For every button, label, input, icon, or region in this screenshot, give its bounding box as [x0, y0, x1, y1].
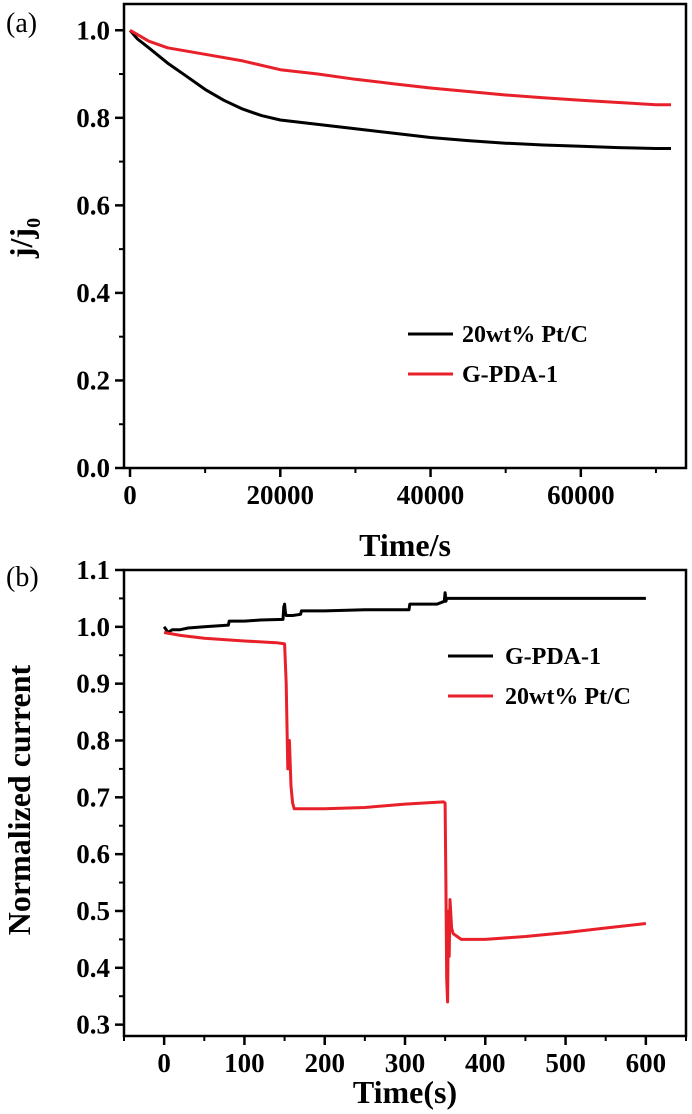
y-tick-label: 0.4 [76, 278, 110, 308]
y-axis-title: j/j0 [3, 218, 45, 259]
y-tick-label: 0.4 [76, 953, 110, 983]
x-tick-label: 300 [385, 1048, 426, 1078]
y-tick-label: 0.3 [76, 1010, 110, 1040]
legend: 20wt% Pt/C G-PDA-1 [408, 322, 588, 388]
x-tick-label: 0 [123, 480, 137, 510]
panel-a-chart: 0 20000 40000 60000 0.0 0.2 0.4 0.6 0.8 1.0 (a) Tim… [3, 2, 688, 563]
y-axis-title-subscript: 0 [23, 218, 45, 228]
series-line-g-pda-1 [162, 591, 646, 634]
x-tick-label: 20000 [247, 480, 315, 510]
x-tick-label: 200 [304, 1048, 345, 1078]
y-tick-label: 0.5 [76, 896, 110, 926]
series-group [128, 28, 671, 150]
x-tick-label: 60000 [547, 480, 615, 510]
y-tick-label: 0.2 [76, 365, 110, 395]
series-line-20wt-pt-c [163, 631, 647, 1004]
x-axis-title: Time/s [359, 527, 451, 563]
panel-label: (b) [6, 562, 39, 593]
series-line-g-pda-1 [129, 28, 671, 107]
y-tick-label: 0.9 [76, 669, 110, 699]
panel-b-chart: 0 100 200 300 400 500 600 0.3 0.4 0.5 0.6 0.7 0.8 0.9… [1, 555, 688, 1110]
x-tick-label: 100 [224, 1048, 265, 1078]
legend-label: 20wt% Pt/C [505, 684, 631, 710]
plot-frame [122, 2, 688, 470]
y-tick-label: 0.6 [76, 839, 110, 869]
x-tick-label: 400 [465, 1048, 506, 1078]
x-tick-label: 500 [545, 1048, 586, 1078]
y-tick-label: 1.0 [76, 612, 110, 642]
x-tick-label: 40000 [397, 480, 465, 510]
legend-label: G-PDA-1 [505, 644, 601, 670]
x-tick-label: 600 [626, 1048, 667, 1078]
y-axis-title: Normalized current [1, 664, 37, 935]
legend-label: 20wt% Pt/C [462, 322, 588, 348]
series-group [162, 591, 647, 1004]
y-axis-title-main: j/j [3, 228, 39, 259]
y-tick-label: 0.7 [76, 782, 110, 812]
legend-label: G-PDA-1 [462, 362, 558, 388]
y-tick-label: 0.8 [76, 725, 110, 755]
legend: G-PDA-1 20wt% Pt/C [448, 644, 631, 710]
y-tick-label: 1.1 [76, 555, 110, 585]
x-tick-label: 0 [157, 1048, 171, 1078]
panel-label: (a) [6, 8, 37, 39]
y-tick-label: 0.0 [76, 453, 110, 483]
y-tick-label: 0.8 [76, 103, 110, 133]
x-axis-title: Time(s) [353, 1074, 457, 1110]
y-tick-label: 1.0 [76, 15, 110, 45]
series-line-20wt-pt-c [128, 29, 671, 150]
y-tick-label: 0.6 [76, 190, 110, 220]
